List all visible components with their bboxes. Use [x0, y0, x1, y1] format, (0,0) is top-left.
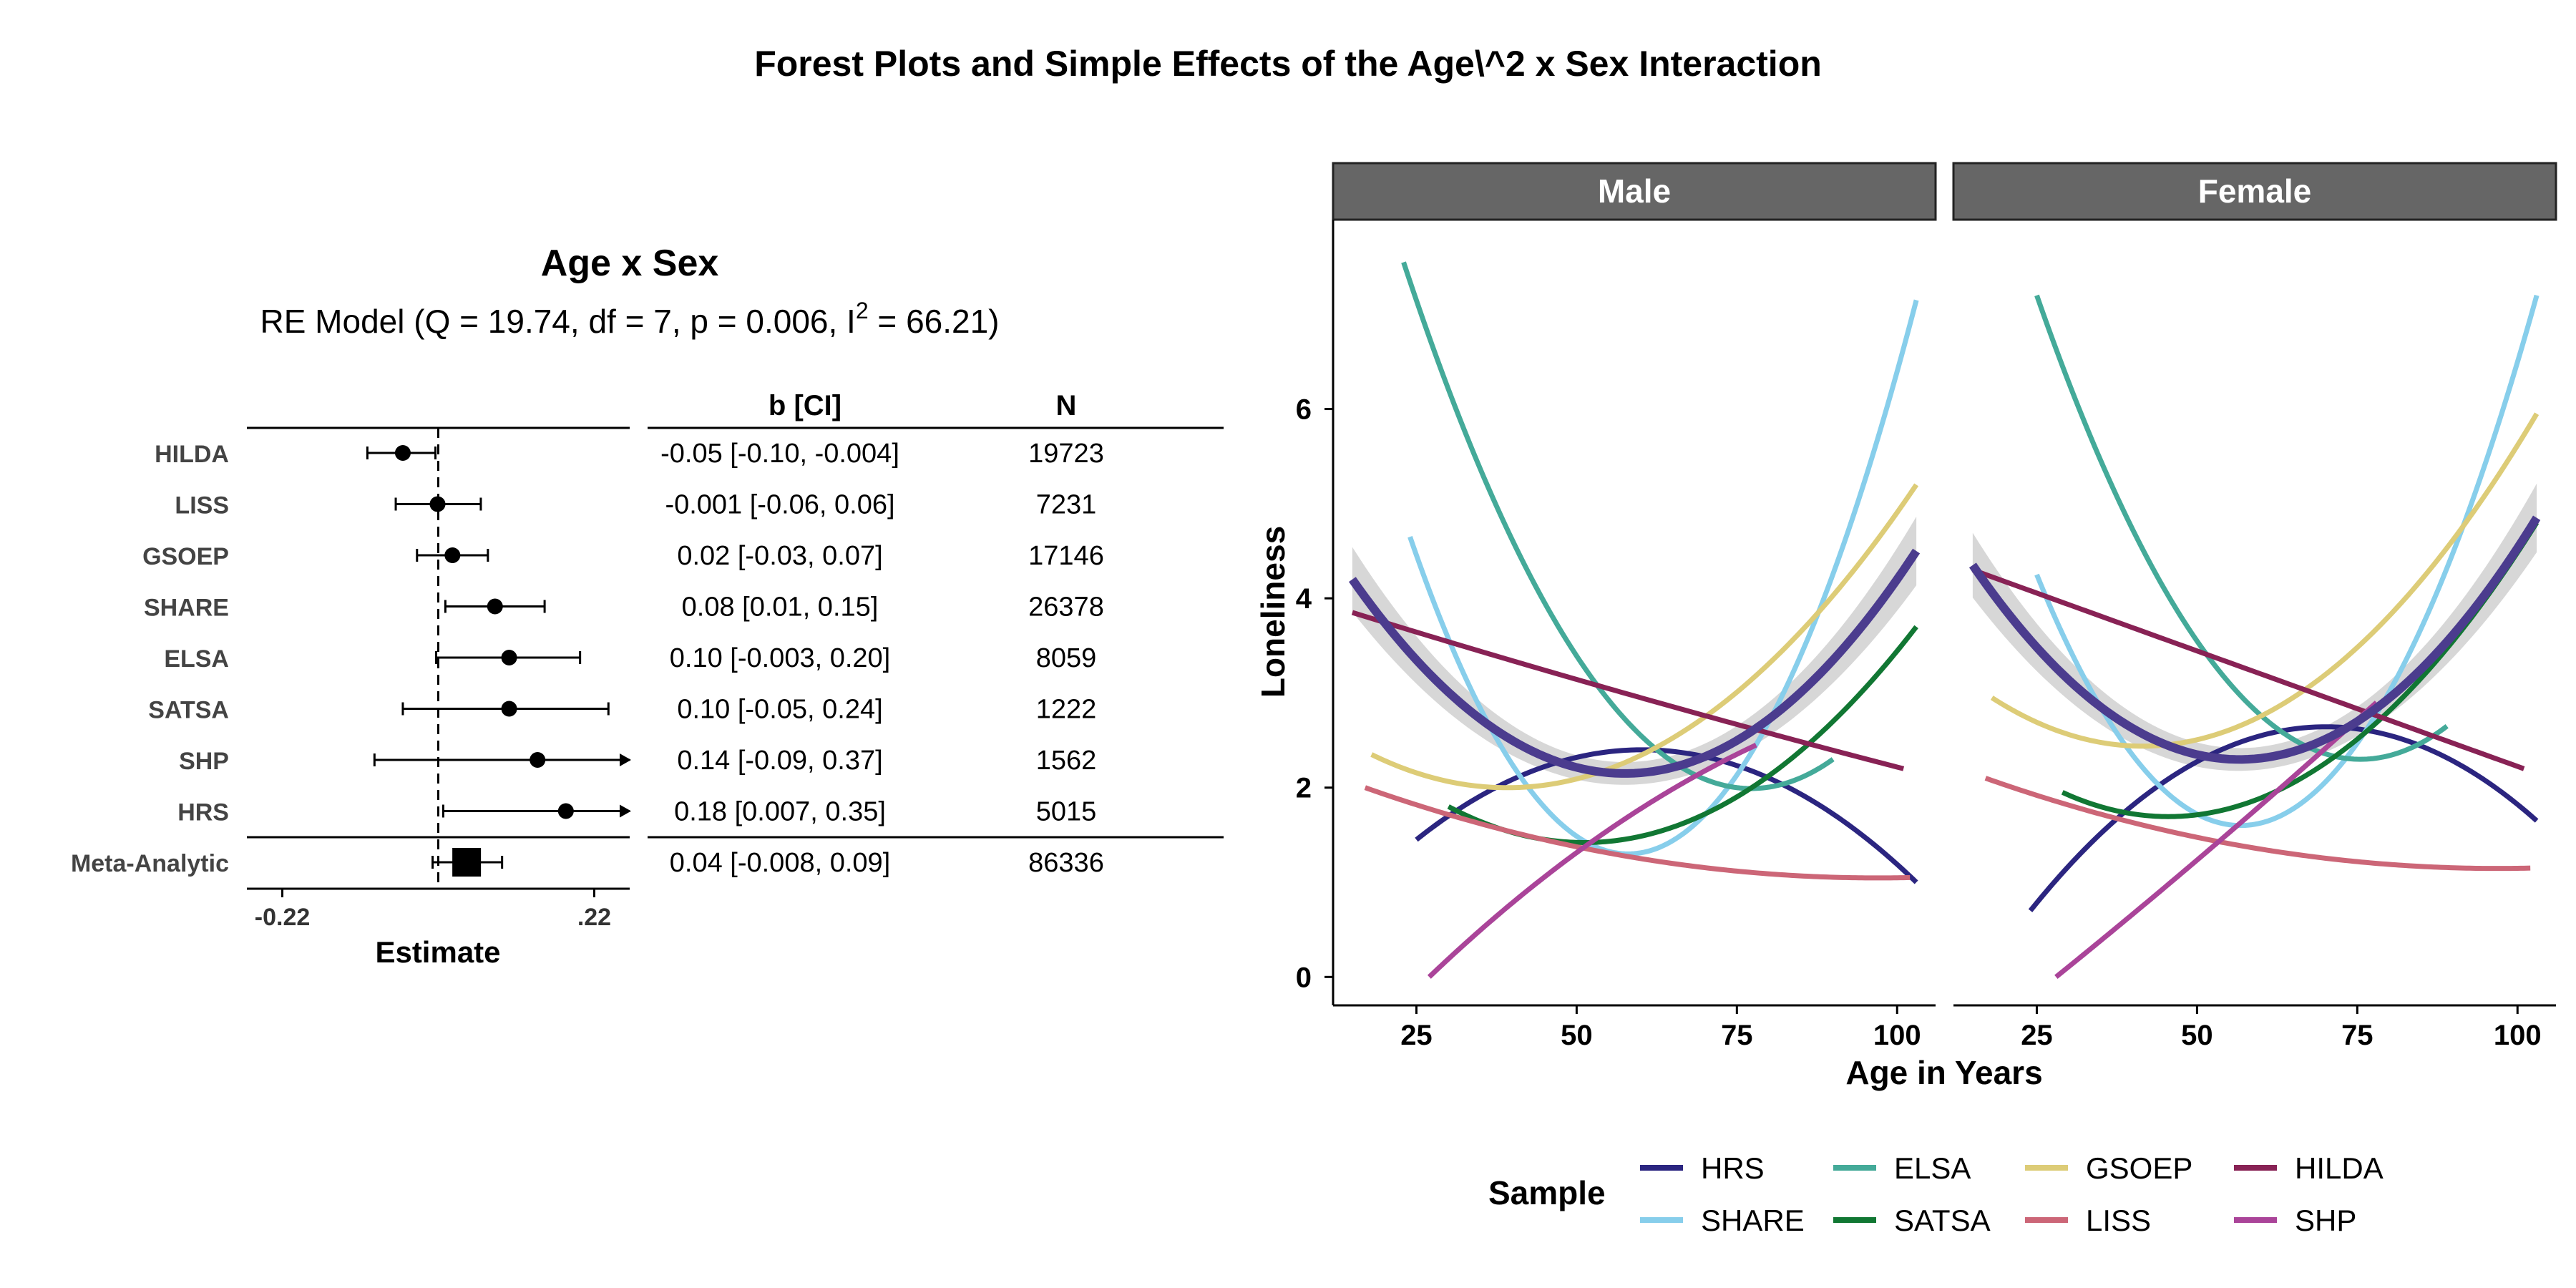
ci-text: -0.001 [-0.06, 0.06]: [665, 490, 894, 520]
legend-label-hilda: HILDA: [2295, 1151, 2384, 1185]
study-label: HILDA: [155, 441, 229, 468]
ci-text: 0.08 [0.01, 0.15]: [682, 592, 879, 623]
n-text: 1222: [1036, 695, 1097, 725]
legend-title: Sample: [1488, 1174, 1606, 1211]
study-label: ELSA: [164, 645, 229, 673]
estimate-point: [444, 547, 461, 563]
estimate-point: [429, 496, 446, 512]
figure-title: Forest Plots and Simple Effects of the A…: [754, 44, 1822, 84]
legend-label-liss: LISS: [2086, 1204, 2151, 1237]
n-text: 26378: [1028, 592, 1104, 623]
series-line-hilda: [1971, 567, 2525, 771]
facet-strip-female: [1952, 162, 2557, 221]
series-line-elsa: [2034, 294, 2449, 762]
series-line-share: [1407, 299, 1919, 857]
n-text: 1562: [1036, 746, 1097, 776]
meta-analytic-label: Meta-Analytic: [71, 850, 229, 877]
line-x-tick-label: 100: [2494, 1020, 2542, 1051]
forest-subtitle-prefix: RE Model (Q = 19.74, df = 7, p = 0.006, …: [260, 303, 856, 340]
estimate-point: [487, 598, 503, 615]
legend-label-hrs: HRS: [1701, 1151, 1765, 1185]
overall-confidence-band: [1352, 516, 1917, 785]
panel-female: [1968, 294, 2541, 980]
facet-label-male: Male: [1598, 172, 1671, 210]
n-text: 8059: [1036, 643, 1097, 673]
line-x-tick-label: 50: [2181, 1020, 2213, 1051]
estimate-point: [394, 445, 411, 461]
legend-label-shp: SHP: [2295, 1204, 2356, 1237]
study-label: GSOEP: [142, 543, 229, 570]
n-text: 86336: [1028, 848, 1104, 878]
forest-x-tick-label: .22: [577, 904, 611, 931]
series-line-liss: [1364, 785, 1911, 881]
ci-arrow-high: [620, 804, 631, 818]
legend-label-satsa: SATSA: [1894, 1204, 1991, 1237]
study-label: SHARE: [144, 595, 229, 622]
study-label: LISS: [175, 492, 229, 519]
line-x-tick-label: 50: [1561, 1020, 1593, 1051]
line-y-tick-label: 6: [1296, 394, 1312, 426]
series-line-liss: [1984, 776, 2531, 872]
column-header-n: N: [1056, 390, 1077, 421]
estimate-point: [557, 803, 574, 819]
forest-subtitle-superscript: 2: [856, 298, 869, 323]
line-x-tick-label: 75: [1721, 1020, 1753, 1051]
n-text: 7231: [1036, 490, 1097, 520]
series-line-elsa: [1401, 261, 1835, 791]
line-y-tick-label: 0: [1296, 962, 1312, 993]
legend: HRS SHARE ELSA SATSA GSOEP LISS HILDA SHP: [1640, 1151, 2384, 1237]
ci-text: 0.14 [-0.09, 0.37]: [677, 746, 882, 776]
ci-text: 0.18 [0.007, 0.35]: [674, 797, 886, 827]
series-line-gsoep: [1990, 412, 2540, 749]
series-line-share: [2034, 294, 2540, 829]
facet-strip-male: [1332, 162, 1937, 221]
series-line-shp: [1427, 743, 1757, 979]
line-y-tick-label: 4: [1296, 583, 1312, 615]
overall-line: [1968, 515, 2541, 764]
legend-label-share: SHARE: [1701, 1204, 1805, 1237]
panel-male: [1348, 261, 1921, 979]
series-line-gsoep: [1370, 483, 1919, 791]
ci-arrow-high: [620, 753, 631, 766]
estimate-point: [501, 650, 517, 665]
facet-label-female: Female: [2198, 172, 2312, 210]
meta-estimate-square: [452, 848, 482, 877]
n-text: 17146: [1028, 541, 1104, 571]
estimate-point: [530, 752, 546, 768]
study-label: SHP: [179, 748, 229, 775]
line-x-axis-title: Age in Years: [1845, 1054, 2042, 1091]
estimate-point: [501, 701, 517, 717]
forest-subtitle-suffix: = 66.21): [869, 303, 1000, 340]
series-line-shp: [2054, 701, 2379, 980]
study-label: HRS: [177, 799, 229, 826]
legend-label-elsa: ELSA: [1894, 1151, 1971, 1185]
forest-title: Age x Sex: [541, 243, 719, 284]
line-y-axis-title: Loneliness: [1254, 526, 1292, 698]
line-x-tick-label: 100: [1873, 1020, 1921, 1051]
line-x-tick-label: 25: [1400, 1020, 1433, 1051]
ci-text: -0.05 [-0.10, -0.004]: [660, 439, 899, 469]
n-text: 5015: [1036, 797, 1097, 827]
n-text: 19723: [1028, 439, 1104, 469]
series-line-hilda: [1351, 610, 1905, 771]
forest-x-tick-label: -0.22: [255, 904, 311, 931]
study-label: SATSA: [148, 697, 229, 724]
ci-text: 0.10 [-0.05, 0.24]: [677, 695, 882, 725]
legend-label-gsoep: GSOEP: [2086, 1151, 2192, 1185]
ci-text: 0.02 [-0.03, 0.07]: [677, 541, 882, 571]
overall-confidence-band: [1972, 483, 2537, 771]
forest-subtitle: RE Model (Q = 19.74, df = 7, p = 0.006, …: [260, 298, 1000, 340]
ci-text: 0.04 [-0.008, 0.09]: [670, 848, 890, 878]
forest-x-axis-title: Estimate: [375, 935, 500, 969]
column-header-ci: b [CI]: [769, 390, 841, 421]
line-y-tick-label: 2: [1296, 773, 1312, 804]
overall-line: [1348, 548, 1921, 778]
line-x-tick-label: 25: [2021, 1020, 2053, 1051]
line-x-tick-label: 75: [2341, 1020, 2373, 1051]
ci-text: 0.10 [-0.003, 0.20]: [670, 643, 890, 673]
